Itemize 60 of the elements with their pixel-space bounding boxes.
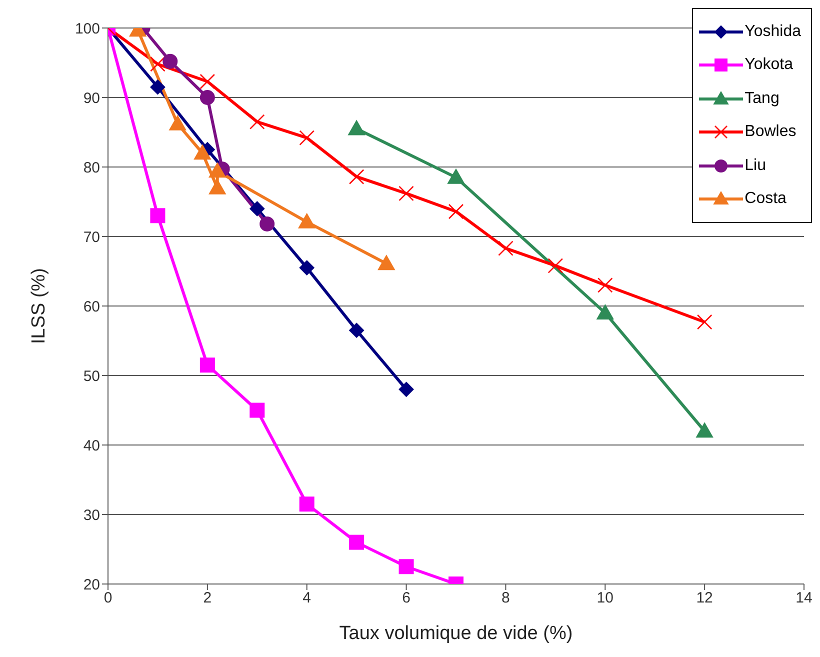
x-tick-label: 10 [596, 590, 614, 607]
point [194, 144, 211, 160]
point [548, 258, 564, 274]
point [348, 120, 366, 136]
point [169, 115, 186, 130]
point [448, 204, 464, 220]
y-axis-title: ILSS (%) [28, 268, 50, 344]
y-tick-label: 90 [83, 90, 100, 107]
legend-label: Yoshida [744, 22, 801, 41]
legend-label: Costa [744, 190, 786, 208]
x-tick-label: 14 [796, 590, 812, 607]
legend-label: Tang [744, 90, 780, 108]
x-tick-label: 8 [502, 590, 510, 607]
x-tick-label: 4 [302, 590, 312, 607]
point [200, 358, 215, 373]
y-tick-label: 50 [83, 368, 100, 385]
y-tick-label: 20 [83, 576, 100, 594]
point [162, 54, 178, 69]
point [596, 304, 614, 320]
y-tick-label: 60 [83, 298, 100, 316]
y-tick-label: 100 [74, 20, 100, 38]
point [200, 90, 215, 105]
point [696, 314, 712, 330]
y-tick-label: 80 [83, 159, 100, 176]
point [260, 216, 275, 232]
point [349, 534, 364, 550]
legend-label: Yokota [744, 56, 793, 74]
y-tick-label: 70 [83, 228, 100, 246]
point [208, 179, 226, 194]
point [349, 322, 364, 338]
point [696, 422, 714, 438]
point [498, 240, 514, 256]
point [299, 260, 314, 276]
x-tick-label: 6 [402, 590, 410, 607]
point [150, 208, 166, 224]
point [378, 255, 395, 270]
x-axis-title: Taux volumique de vide (%) [339, 623, 573, 644]
point [448, 168, 464, 184]
point [250, 201, 265, 216]
point [299, 130, 315, 146]
point [208, 162, 226, 178]
point [150, 80, 166, 95]
x-tick-label: 12 [696, 590, 713, 607]
point [348, 169, 364, 184]
point [398, 559, 414, 574]
y-tick-label: 30 [83, 506, 100, 524]
point [398, 382, 414, 397]
legend-label: Bowles [744, 123, 796, 142]
point [299, 496, 314, 512]
y-tick-label: 40 [83, 437, 100, 454]
x-tick-label: 2 [203, 590, 212, 607]
x-tick-label: 0 [104, 590, 112, 607]
point [250, 402, 265, 418]
point [597, 278, 613, 293]
point [298, 213, 316, 228]
legend-label: Liu [744, 156, 766, 175]
point [200, 74, 216, 90]
point [398, 186, 414, 202]
point [150, 56, 166, 72]
point [249, 114, 265, 130]
